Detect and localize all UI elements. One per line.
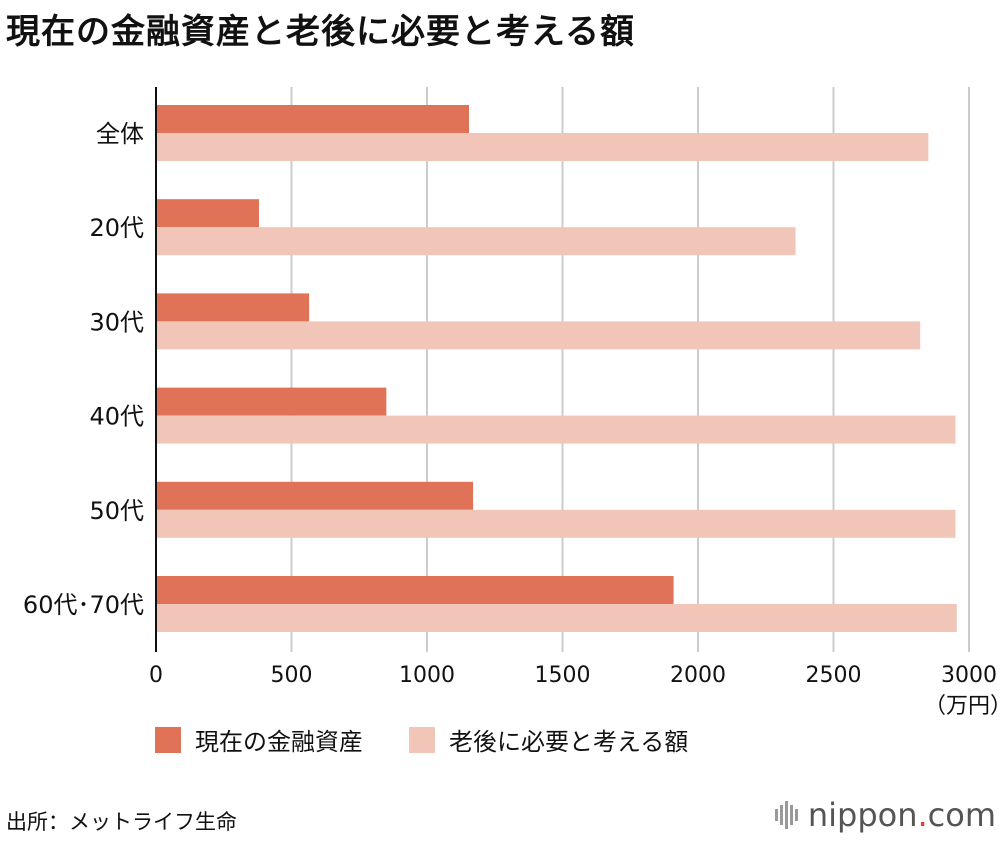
legend-label-needed: 老後に必要と考える額: [449, 728, 689, 756]
source-note: 出所：メットライフ生命: [6, 810, 237, 834]
bar-needed-2: [156, 321, 921, 350]
legend: 現在の金融資産 老後に必要と考える額: [155, 722, 734, 757]
brand-dot: .: [917, 796, 928, 834]
brand-tld: com: [927, 796, 996, 834]
grid-lines: [290, 87, 970, 652]
legend-label-current: 現在の金融資産: [195, 728, 363, 756]
x-tick-label: 500: [271, 663, 313, 688]
bar-chart: 全体 20代 30代 40代 50代 60代･70代 0 500 1000 1500 2000 25…: [23, 87, 997, 688]
x-tick-label: 1000: [399, 663, 455, 688]
legend-swatch-current: [155, 726, 181, 753]
bar-needed-0: [156, 133, 929, 161]
unit-label: （万円）: [924, 694, 1000, 719]
category-label: 30代: [89, 308, 144, 336]
brand-name: nippon: [807, 796, 918, 834]
legend-item-current: 現在の金融資産: [155, 722, 363, 757]
x-tick-label: 0: [149, 663, 163, 688]
bar-needed-3: [156, 415, 956, 444]
category-label: 40代: [89, 403, 144, 431]
bar-current-4: [156, 481, 474, 510]
brand-bars-icon: [774, 800, 800, 830]
bar-needed-5: [156, 604, 957, 632]
x-tick-label: 3000: [941, 663, 997, 688]
chart-title: 現在の金融資産と老後に必要と考える額: [6, 12, 635, 52]
brand-logo: nippon. com: [774, 796, 996, 834]
bar-needed-4: [156, 509, 956, 538]
bar-current-2: [156, 293, 310, 322]
legend-swatch-needed: [409, 726, 435, 753]
category-labels: 全体 20代 30代 40代 50代 60代･70代: [23, 120, 144, 619]
bar-current-5: [156, 576, 674, 604]
bar-current-3: [156, 387, 387, 416]
legend-item-needed: 老後に必要と考える額: [409, 722, 688, 757]
category-label: 60代･70代: [23, 591, 144, 619]
x-tick-label: 1500: [535, 663, 591, 688]
category-label: 20代: [89, 214, 144, 242]
bar-series: [156, 105, 957, 632]
x-tick-label: 2500: [806, 663, 862, 688]
x-tick-labels: 0 500 1000 1500 2000 2500 3000: [149, 663, 997, 688]
category-label: 50代: [89, 497, 144, 525]
bar-current-0: [156, 105, 470, 133]
x-tick-label: 2000: [670, 663, 726, 688]
bar-needed-1: [156, 227, 796, 256]
bar-current-1: [156, 199, 259, 228]
category-label: 全体: [96, 120, 144, 148]
